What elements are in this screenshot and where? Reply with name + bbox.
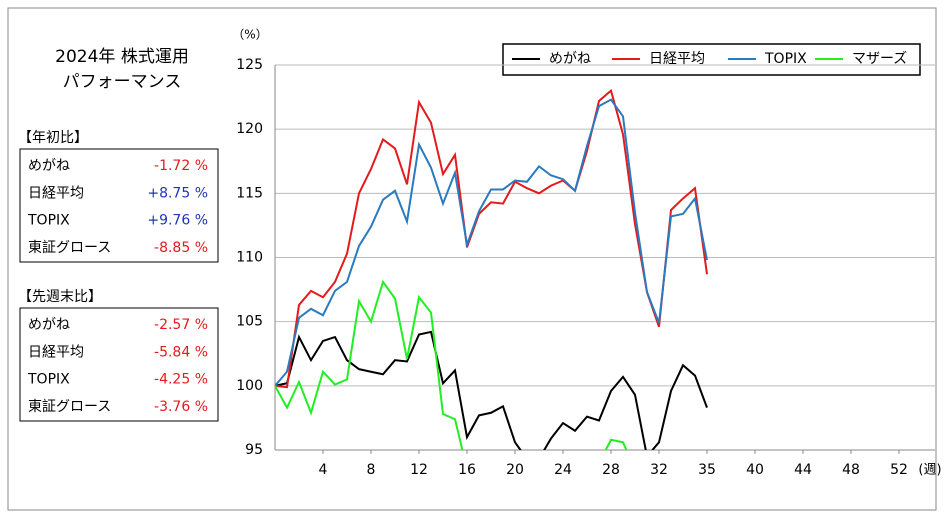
row-value: +9.76 % bbox=[147, 213, 208, 229]
x-tick-label: 20 bbox=[506, 462, 524, 478]
row-name: TOPIX bbox=[27, 372, 70, 388]
y-tick-label: 95 bbox=[245, 442, 263, 458]
x-tick-label: 4 bbox=[319, 462, 328, 478]
legend-box bbox=[502, 43, 921, 76]
series-line bbox=[275, 88, 708, 389]
panel-box bbox=[19, 148, 219, 263]
legend-label: めがね bbox=[549, 51, 591, 67]
row-value: +8.75 % bbox=[147, 185, 208, 201]
row-name: 日経平均 bbox=[28, 185, 84, 201]
row-name: 東証グロース bbox=[28, 240, 111, 256]
x-tick-label: 52 bbox=[890, 462, 908, 478]
x-tick-label: 44 bbox=[794, 462, 812, 478]
x-tick-label: 35 bbox=[698, 462, 716, 478]
series-group bbox=[275, 88, 708, 450]
row-name: 日経平均 bbox=[28, 344, 84, 360]
row-value: -8.85 % bbox=[154, 240, 208, 256]
legend-label: 日経平均 bbox=[649, 51, 705, 67]
row-value: -5.84 % bbox=[154, 344, 208, 360]
title-line: 2024年 株式運用 bbox=[55, 47, 189, 67]
series-line bbox=[275, 330, 708, 450]
x-tick-label: 16 bbox=[458, 462, 476, 478]
panel-header: 【先週末比】 bbox=[18, 289, 102, 305]
x-tick-label: 40 bbox=[746, 462, 764, 478]
row-value: -1.72 % bbox=[154, 158, 208, 174]
y-tick-label: 120 bbox=[236, 121, 263, 137]
series-line bbox=[275, 98, 708, 387]
x-tick-label: 48 bbox=[842, 462, 860, 478]
y-axis-label: （%） bbox=[232, 28, 267, 42]
legend-label: マザーズ bbox=[852, 51, 907, 67]
y-tick-label: 115 bbox=[236, 185, 263, 201]
title-line: パフォーマンス bbox=[63, 72, 182, 92]
row-name: TOPIX bbox=[27, 213, 70, 229]
row-name: めがね bbox=[28, 158, 70, 174]
x-tick-label: 28 bbox=[602, 462, 620, 478]
panel-box bbox=[19, 307, 219, 422]
x-axis-label: (週) bbox=[918, 463, 941, 478]
legend-label: TOPIX bbox=[764, 51, 807, 67]
y-tick-label: 110 bbox=[236, 250, 263, 266]
x-tick-label: 8 bbox=[367, 462, 376, 478]
y-tick-label: 105 bbox=[236, 314, 263, 330]
x-tick-label: 24 bbox=[554, 462, 572, 478]
row-name: めがね bbox=[28, 317, 70, 333]
y-tick-label: 100 bbox=[236, 378, 263, 394]
x-tick-label: 12 bbox=[410, 462, 428, 478]
row-name: 東証グロース bbox=[28, 399, 111, 415]
x-tick-label: 32 bbox=[650, 462, 668, 478]
row-value: -3.76 % bbox=[154, 399, 208, 415]
row-value: -2.57 % bbox=[154, 317, 208, 333]
series-line bbox=[275, 279, 628, 450]
y-tick-label: 125 bbox=[236, 57, 263, 73]
row-value: -4.25 % bbox=[154, 372, 208, 388]
panel-header: 【年初比】 bbox=[18, 129, 88, 146]
